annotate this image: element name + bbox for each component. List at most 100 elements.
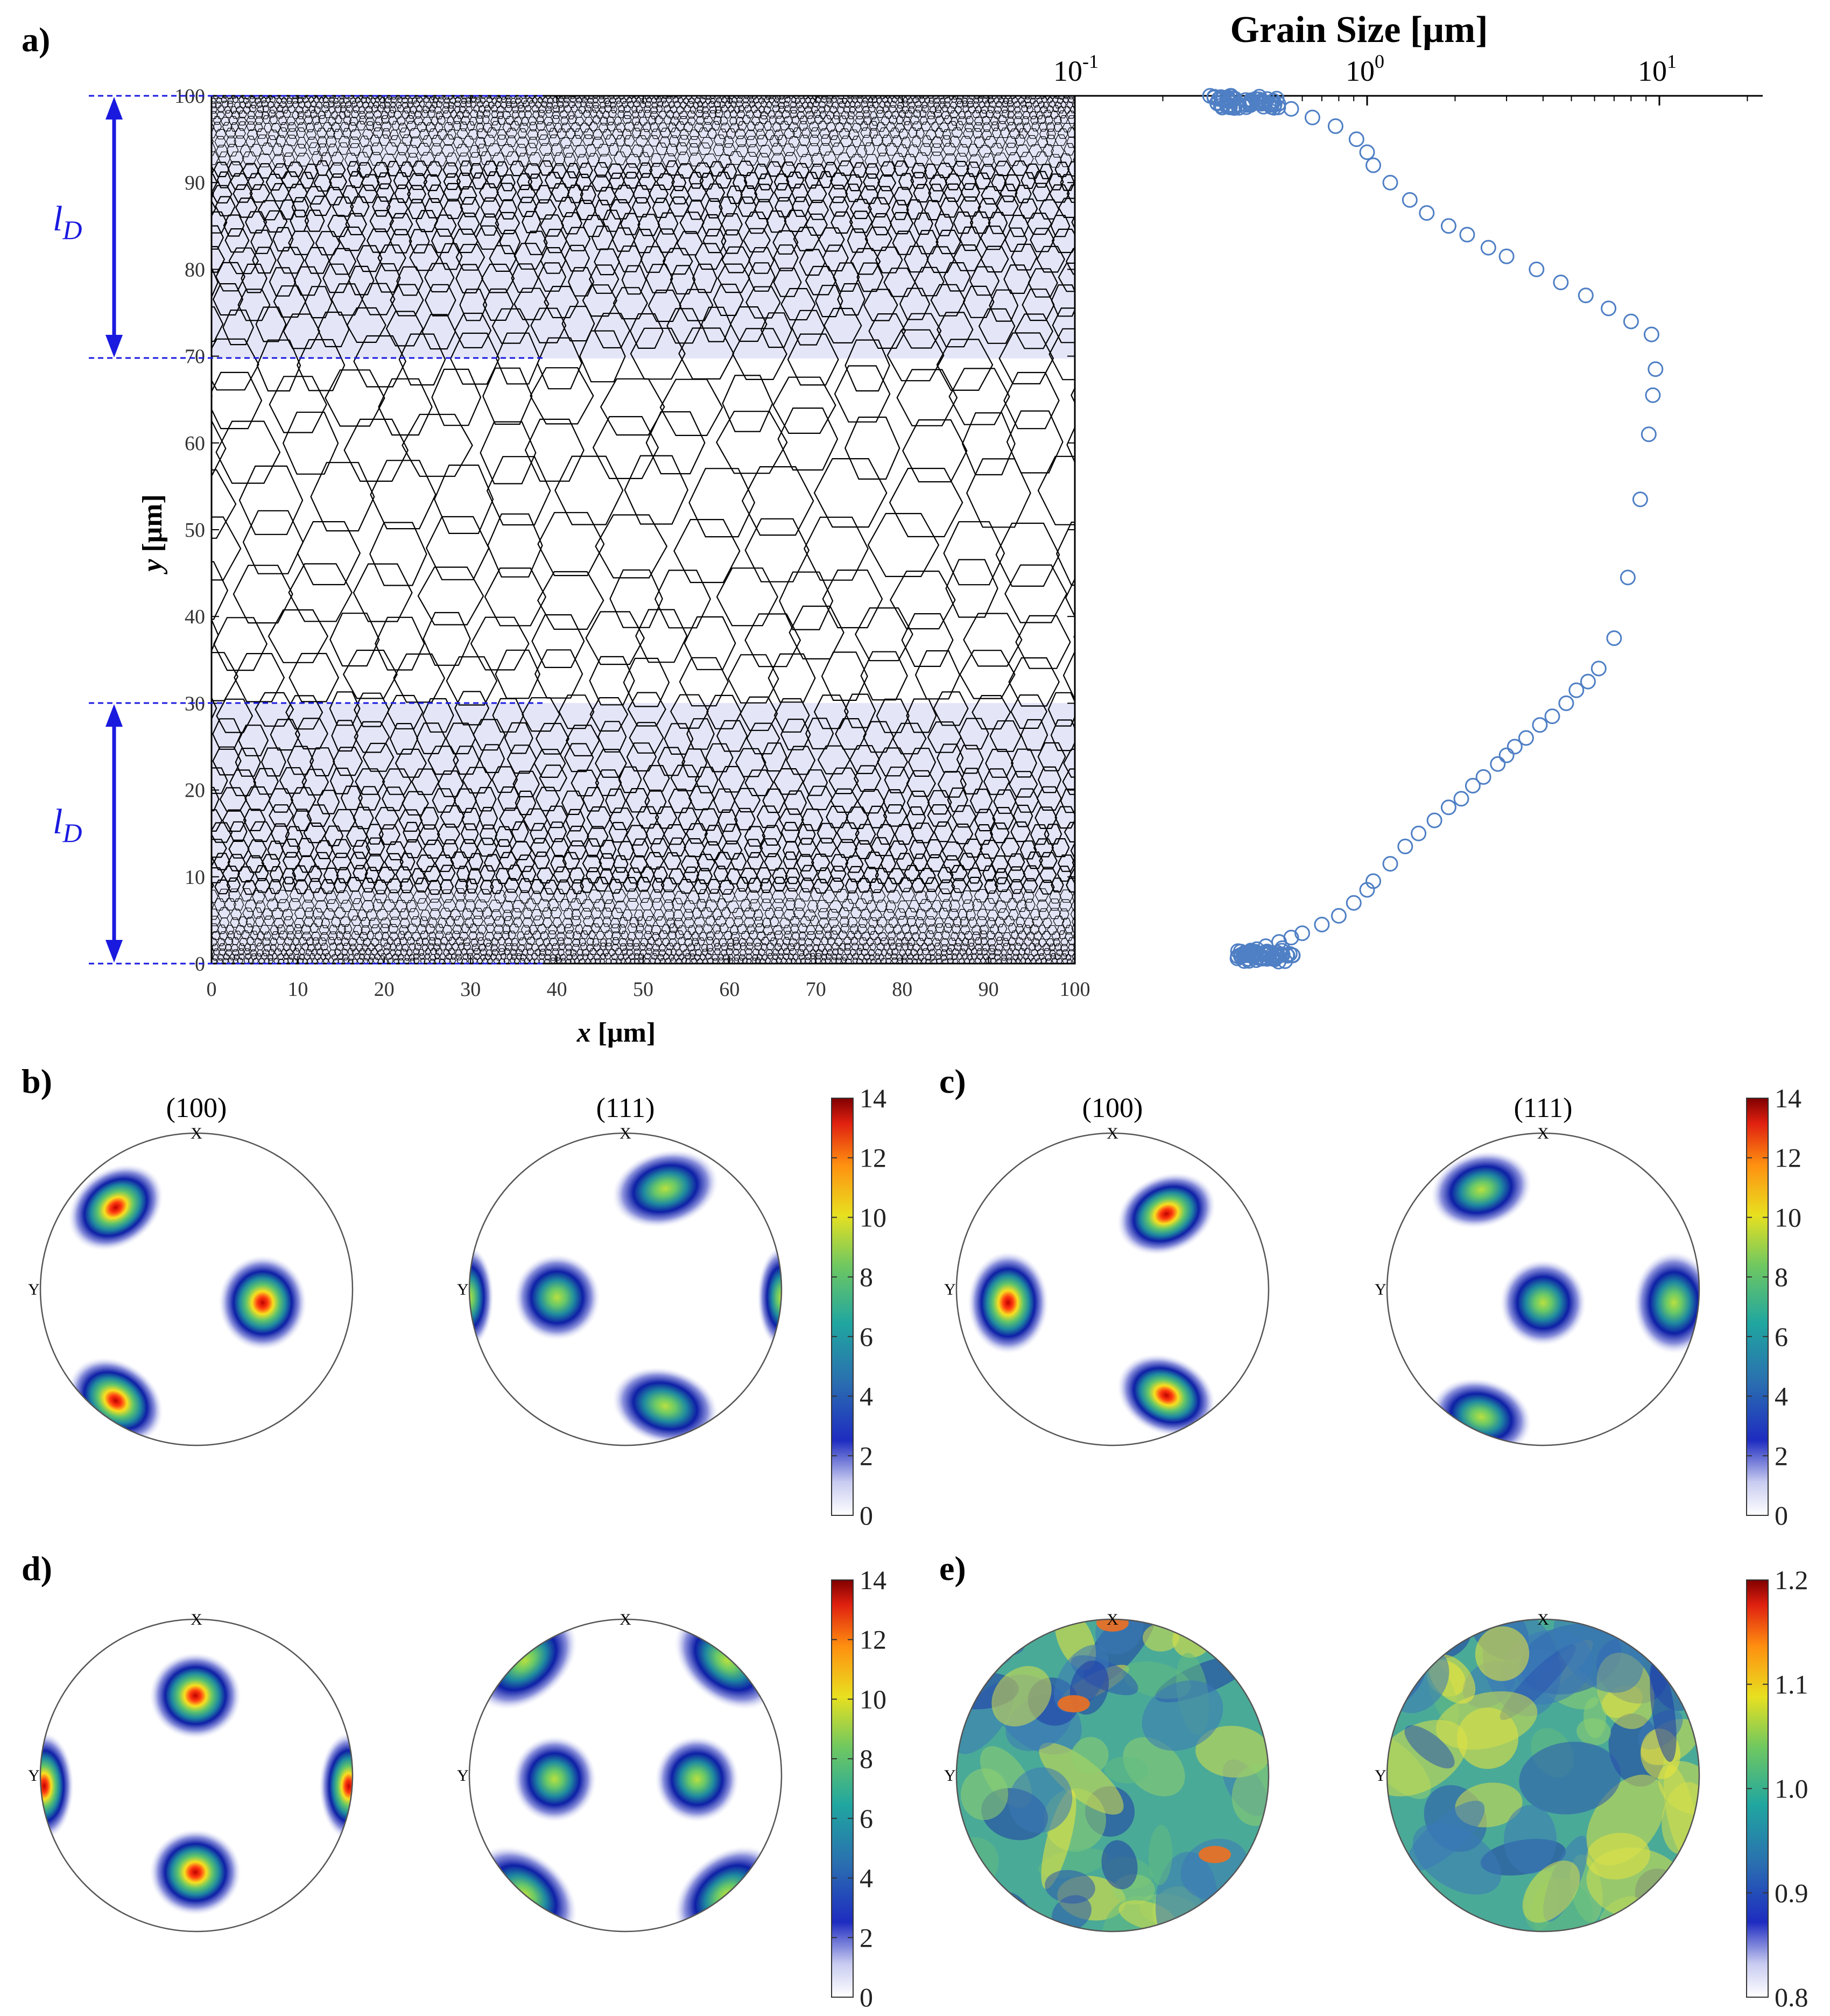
grain-size-point [1453, 791, 1469, 807]
direction-label-y: Y [1375, 1281, 1386, 1298]
colorbar-tick-label: 8 [860, 1262, 873, 1292]
ld-arrowhead-top-up [105, 97, 123, 120]
y-axis-var: y [137, 559, 168, 575]
grain-size-point [1529, 261, 1545, 277]
colorbar-tick-label: 10 [860, 1202, 886, 1232]
x-tick-label: 70 [806, 978, 826, 1001]
direction-label-y: Y [28, 1281, 40, 1298]
grain-size-point [1241, 947, 1257, 963]
ld-label-top-sub: D [62, 215, 82, 245]
y-tick-label: 10 [185, 866, 205, 889]
grain-size-point [1348, 131, 1364, 147]
grain-size-point [1366, 873, 1381, 889]
grain-size-point [1239, 945, 1255, 961]
colorbar-tick-label: 14 [1775, 1083, 1801, 1113]
colorbar-tick-label: 14 [860, 1083, 886, 1113]
y-axis-unit: [μm] [137, 494, 168, 552]
grain-size-title: Grain Size [μm] [1230, 9, 1488, 51]
direction-label-x: X [191, 1125, 202, 1142]
x-tick-label: 90 [979, 978, 999, 1001]
grain-size-point [1544, 708, 1560, 725]
y-tick-label: 70 [185, 346, 205, 368]
grain-size-point [1382, 174, 1398, 191]
colorbar-tick-label: 1.1 [1775, 1669, 1808, 1699]
y-tick-label: 40 [185, 606, 205, 628]
colorbar-tick-label: 12 [1775, 1143, 1801, 1173]
grain-size-point [1331, 908, 1347, 924]
grain-size-point [1411, 825, 1427, 841]
grain-size-point [1578, 287, 1594, 304]
grain-size-point [1590, 661, 1607, 677]
grain-size-point [1606, 630, 1622, 646]
direction-label-y: Y [944, 1767, 956, 1785]
direction-label-x: X [1537, 1611, 1549, 1628]
colorbar-tick-label: 6 [860, 1322, 873, 1352]
x-tick-label: 30 [460, 978, 481, 1001]
pole-figure-c-111 [1386, 1132, 1700, 1446]
colorbar-tick-label: 0 [860, 1500, 873, 1530]
grain-size-point [1558, 695, 1574, 711]
x-axis-title: x [μm] [576, 1017, 656, 1048]
colorbar-e: 0.8 0.9 1.0 1.1 1.2 [1746, 1565, 1808, 2012]
pole-figure-d-111 [468, 1618, 783, 1933]
colorbar-tick-label: 6 [860, 1803, 873, 1834]
x-tick-label: 0 [207, 978, 217, 1001]
pf-title-c-111: (111) [1514, 1093, 1573, 1123]
colorbar-tick-label: 0.9 [1775, 1878, 1808, 1908]
direction-labels: X Y X Y X Y X Y X Y X Y X Y X Y [28, 1125, 1549, 1785]
ld-arrowhead-bottom-up [105, 704, 123, 727]
y-tick-label: 60 [185, 432, 205, 455]
grain-size-point [1242, 97, 1258, 113]
x-tick-label: 40 [547, 978, 567, 1001]
grain-size-point [1419, 205, 1435, 221]
colorbar-d: 0 2 4 6 8 10 12 14 [831, 1565, 886, 2012]
x-tick-label: 10 [287, 978, 308, 1001]
grain-size-point [1248, 945, 1263, 961]
colorbar-b: 0 2 4 6 8 10 12 14 [831, 1083, 886, 1530]
log-tick-label: 10-1 [1053, 51, 1099, 87]
direction-label-x: X [191, 1611, 202, 1628]
pf-title-c-100: (100) [1082, 1093, 1143, 1123]
colorbar-tick-label: 0 [860, 1982, 873, 2012]
x-tick-label: 100 [1060, 978, 1090, 1001]
grain-size-point [1620, 570, 1636, 586]
grain-size-point [1327, 118, 1343, 134]
grain-size-point [1580, 673, 1596, 690]
colorbar-tick-label: 0.8 [1775, 1982, 1808, 2012]
direction-label-x: X [1537, 1125, 1549, 1142]
y-tick-label: 80 [185, 258, 205, 281]
x-tick-label: 20 [374, 978, 395, 1001]
ld-label-top-main: l [53, 199, 62, 238]
colorbar-tick-label: 2 [860, 1922, 873, 1952]
grain-size-point [1214, 91, 1230, 107]
ld-label-bottom-sub: D [62, 818, 82, 848]
panel-label-c: c) [939, 1062, 966, 1100]
colorbar-tick-label: 0 [1775, 1500, 1788, 1530]
colorbar-tick-label: 10 [860, 1684, 886, 1714]
grain-size-point [1402, 192, 1418, 208]
grain-size-point [1641, 426, 1657, 442]
y-tick-label: 50 [185, 519, 205, 542]
pole-figure-e-111 [1386, 1618, 1700, 1933]
grain-size-point [1645, 387, 1661, 403]
x-tick-label: 60 [719, 978, 740, 1001]
grain-size-point [1259, 947, 1276, 963]
grain-size-point [1366, 157, 1381, 173]
pf-title-b-111: (111) [596, 1093, 655, 1123]
grain-size-point [1346, 895, 1362, 911]
grain-size-point [1227, 91, 1243, 107]
colorbar-tick-label: 12 [860, 1625, 886, 1655]
gradient-zone-top [212, 96, 1075, 359]
grain-size-point [1490, 756, 1506, 772]
ld-label-bottom: lD [53, 802, 82, 848]
colorbar-c: 0 2 4 6 8 10 12 14 [1746, 1083, 1801, 1530]
colorbar-tick-label: 4 [1775, 1381, 1788, 1411]
direction-label-x: X [1107, 1125, 1118, 1142]
grain-size-point [1304, 109, 1320, 125]
x-tick-label: 80 [892, 978, 912, 1001]
grain-size-point [1643, 326, 1659, 342]
grain-size-point [1274, 943, 1290, 959]
direction-label-y: Y [457, 1767, 469, 1785]
grain-size-points [1202, 88, 1664, 970]
grain-size-point [1283, 930, 1299, 946]
